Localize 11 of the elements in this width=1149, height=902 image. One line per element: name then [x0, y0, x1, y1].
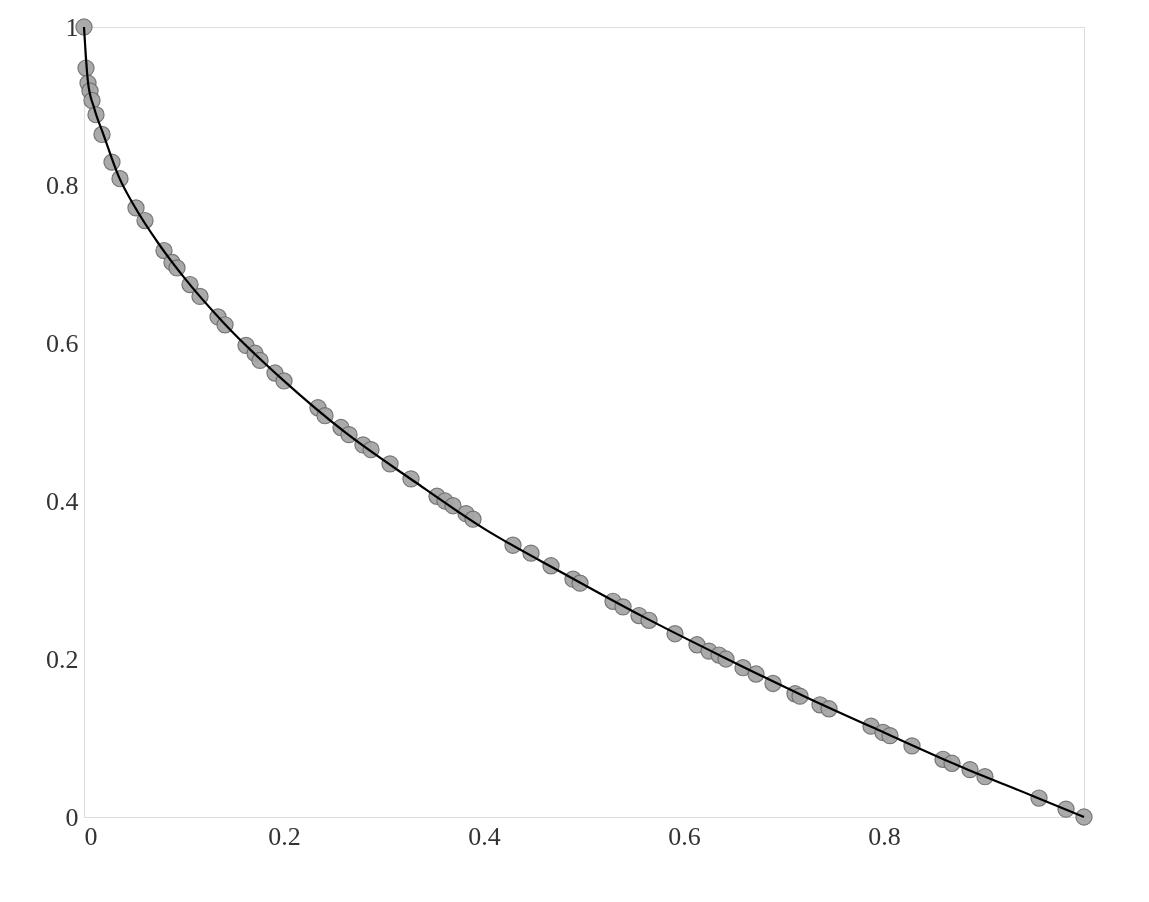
y-tick-label: 0.4 [46, 486, 79, 516]
y-tick-label: 1 [65, 12, 79, 42]
x-tick-label: 0.6 [668, 821, 701, 851]
x-tick-label: 0 [84, 821, 98, 851]
y-tick-label: 0.6 [46, 328, 79, 358]
x-tick-label: 0.4 [468, 821, 501, 851]
y-tick-label: 0 [65, 802, 79, 832]
x-tick-label: 0.2 [268, 821, 301, 851]
x-tick-label: 0.8 [868, 821, 901, 851]
y-tick-label: 0.8 [46, 170, 79, 200]
y-tick-label: 0.2 [46, 644, 79, 674]
